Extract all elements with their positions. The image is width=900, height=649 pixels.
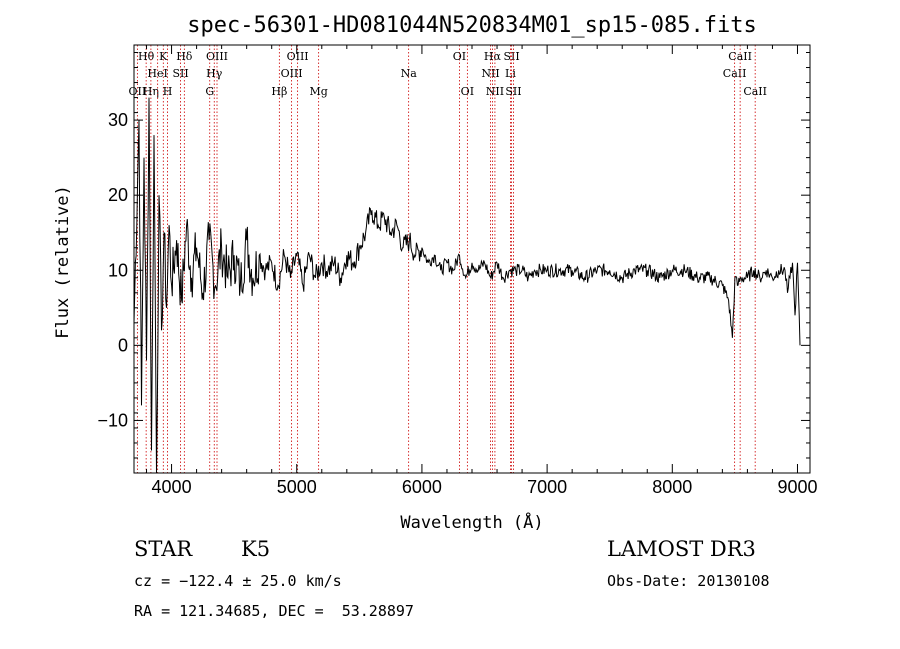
y-tick-label-0: 0 <box>118 335 128 355</box>
x-tick-label-9000: 9000 <box>777 477 817 497</box>
emission-line-label-0: OII <box>129 85 147 98</box>
y-tick-label-30: 30 <box>108 110 128 130</box>
redshift-velocity: cz = −122.4 ± 25.0 km/s <box>134 572 342 590</box>
emission-line-label-10: OIII <box>206 50 228 63</box>
emission-line-label-24: CaII <box>723 67 747 80</box>
object-subclass: K5 <box>241 537 271 561</box>
emission-line-label-16: OI <box>453 50 466 63</box>
y-tick-label-10: 10 <box>108 260 128 280</box>
emission-line-label-8: G <box>205 85 214 98</box>
emission-line-label-20: NII <box>486 85 504 98</box>
emission-line-label-7: Hδ <box>176 50 193 63</box>
spectrum-series <box>133 97 801 474</box>
x-tick-label-6000: 6000 <box>402 477 442 497</box>
x-tick-label-8000: 8000 <box>652 477 692 497</box>
y-axis-label: Flux (relative) <box>53 185 73 339</box>
emission-line-label-18: NII <box>481 67 499 80</box>
emission-line-label-3: K <box>159 50 168 63</box>
plot-frame <box>133 44 811 474</box>
x-axis-label: Wavelength (Å) <box>400 511 543 533</box>
sky-coordinates: RA = 121.34685, DEC = 53.28897 <box>134 602 414 620</box>
survey-name: LAMOST DR3 <box>607 537 756 561</box>
emission-line-label-22: SII <box>503 50 519 63</box>
emission-line-label-23: SII <box>505 85 521 98</box>
emission-line-label-14: Mg <box>309 85 327 98</box>
emission-line-label-1: Hθ <box>138 50 155 63</box>
emission-line-label-2: Hη <box>143 85 159 98</box>
emission-line-label-13: OIII <box>287 50 309 63</box>
emission-line-label-11: Hβ <box>271 85 287 98</box>
emission-line-label-17: OI <box>461 85 474 98</box>
emission-line-label-9: Hγ <box>206 67 223 80</box>
emission-line-label-21: Li <box>505 67 516 80</box>
axis-ticks: 4000 5000 6000 7000 8000 9000 −10 0 10 20 30 <box>97 45 818 497</box>
x-tick-label-7000: 7000 <box>527 477 567 497</box>
x-tick-label-5000: 5000 <box>277 477 317 497</box>
emission-line-label-15: Na <box>401 67 418 80</box>
x-tick-label-4000: 4000 <box>152 477 192 497</box>
emission-line-label-6: SII <box>172 67 188 80</box>
emission-line-label-12: OIII <box>281 67 303 80</box>
y-tick-label--10: −10 <box>97 410 128 430</box>
emission-line-label-4: HeI <box>147 67 167 80</box>
emission-line-label-25: CaII <box>728 50 752 63</box>
spectrum-line-0 <box>133 97 801 474</box>
y-tick-label-20: 20 <box>108 185 128 205</box>
emission-line-label-26: CaII <box>743 85 767 98</box>
observation-date: Obs-Date: 20130108 <box>607 572 770 590</box>
emission-line-label-19: Hα <box>484 50 502 63</box>
chart-title: spec-56301-HD081044N520834M01_sp15-085.f… <box>187 13 757 38</box>
object-class: STAR <box>134 537 193 561</box>
emission-line-label-5: H <box>163 85 173 98</box>
